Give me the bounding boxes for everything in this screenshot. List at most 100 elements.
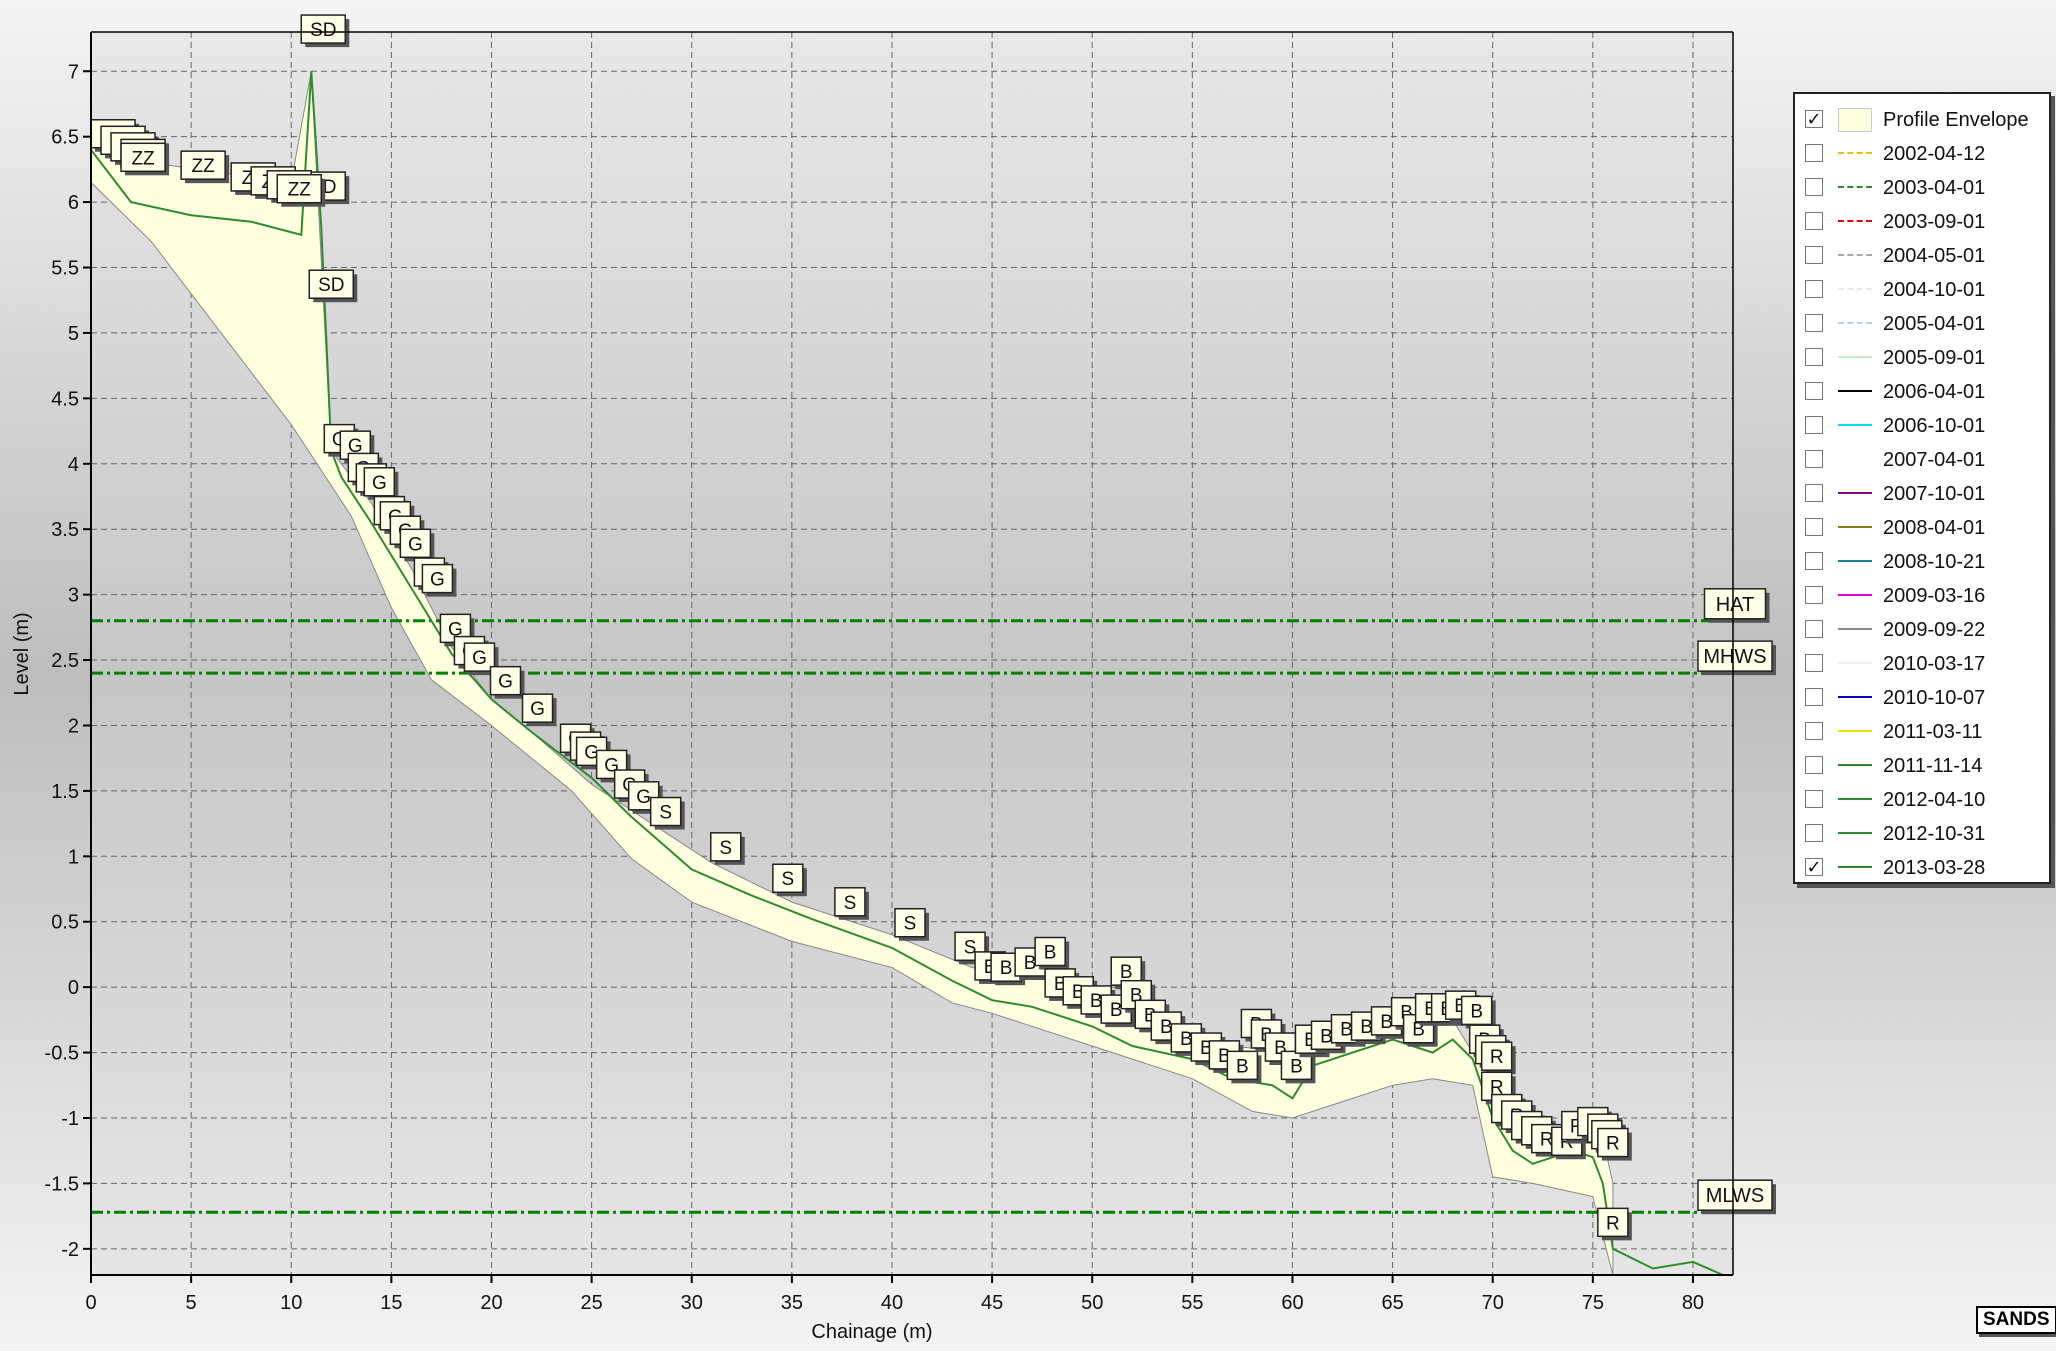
legend-checkbox[interactable] [1805,348,1823,366]
legend-checkbox[interactable] [1805,688,1823,706]
annotation-text: B [1236,1056,1249,1077]
legend-item[interactable]: 2009-03-16 [1795,578,2053,612]
legend-item[interactable]: 2007-04-01 [1795,442,2053,476]
legend-label: 2008-10-21 [1883,551,1986,573]
reference-label-text: HAT [1716,594,1755,616]
y-tick-label: -2 [61,1239,79,1261]
point-annotation: ZZ [180,150,230,184]
legend-checkbox[interactable] [1805,314,1823,332]
legend-item[interactable]: 2004-05-01 [1795,238,2053,272]
annotation-text: R [1490,1047,1504,1068]
legend-item[interactable]: 2010-03-17 [1795,646,2053,680]
legend-item[interactable]: ✓ 2013-03-28 [1795,850,2053,884]
annotation-box [363,467,396,497]
legend-checkbox[interactable] [1805,212,1823,230]
annotation-text: SD [310,20,336,41]
reference-label-mlws: MLWS [1697,1179,1776,1215]
x-tick-label: 65 [1381,1292,1403,1314]
y-tick-label: 4.5 [51,388,79,410]
x-tick-label: 35 [781,1292,803,1314]
legend-checkbox[interactable]: ✓ [1805,857,1823,878]
legend-swatch [1838,866,1872,868]
annotation-text: S [781,869,794,890]
legend-item[interactable]: 2010-10-07 [1795,680,2053,714]
reference-label-text: MHWS [1703,646,1766,668]
annotation-text: G [408,534,423,555]
legend-panel: ✓ Profile Envelope 2002-04-12 2003-04-01 200… [1793,92,2051,884]
annotation-text: B [1110,1000,1123,1021]
legend-checkbox[interactable] [1805,280,1823,298]
legend-checkbox[interactable] [1805,484,1823,502]
legend-item[interactable]: 2006-04-01 [1795,374,2053,408]
annotation-text: R [1490,1077,1504,1098]
point-annotation: R [1597,1207,1632,1241]
annotation-box [894,907,926,938]
legend-item[interactable]: 2007-10-01 [1795,476,2053,510]
legend-item[interactable]: 2011-03-11 [1795,714,2053,748]
point-annotation: ZZ [120,142,170,176]
legend-label: 2003-04-01 [1883,177,1986,199]
legend-checkbox[interactable] [1805,382,1823,400]
legend-item[interactable]: 2008-04-01 [1795,510,2053,544]
legend-checkbox[interactable] [1805,654,1823,672]
annotation-box [1460,995,1493,1026]
reference-label-box [1703,588,1767,620]
legend-swatch [1838,594,1872,596]
annotation-text: G [498,672,513,693]
legend-checkbox[interactable] [1805,586,1823,604]
legend-label: 2009-09-22 [1883,619,1986,641]
point-annotation: S [710,832,745,865]
legend-checkbox[interactable] [1805,450,1823,468]
legend-swatch [1838,152,1872,154]
legend-checkbox[interactable] [1805,824,1823,842]
legend-item[interactable]: 2009-09-22 [1795,612,2053,646]
legend-checkbox[interactable]: ✓ [1805,109,1823,130]
legend-checkbox[interactable] [1805,722,1823,740]
annotation-box [834,887,866,917]
legend-item[interactable]: ✓ Profile Envelope [1795,102,2053,136]
legend-checkbox[interactable] [1805,416,1823,434]
y-tick-label: 1.5 [51,781,79,803]
annotation-text: G [448,619,463,640]
legend-checkbox[interactable] [1805,790,1823,808]
point-annotation: R [1597,1127,1632,1161]
legend-item[interactable]: 2012-10-31 [1795,816,2053,850]
reference-label-box [1697,640,1773,672]
x-tick-label: 30 [681,1292,703,1314]
annotation-text: R [1540,1130,1554,1151]
point-annotation: G [399,528,435,562]
reference-label-text: MLWS [1706,1185,1765,1207]
legend-item[interactable]: 2006-10-01 [1795,408,2053,442]
legend-label: 2011-03-11 [1883,721,1983,743]
brand-logo: SANDS [1976,1306,2056,1334]
legend-item[interactable]: 2003-09-01 [1795,204,2053,238]
annotation-text: B [1180,1029,1193,1050]
legend-item[interactable]: 2005-09-01 [1795,340,2053,374]
legend-checkbox[interactable] [1805,178,1823,196]
legend-checkbox[interactable] [1805,756,1823,774]
x-tick-label: 45 [981,1292,1003,1314]
annotation-text: B [1090,991,1103,1012]
legend-checkbox[interactable] [1805,246,1823,264]
legend-checkbox[interactable] [1805,552,1823,570]
legend-item[interactable]: 2005-04-01 [1795,306,2053,340]
legend-checkbox[interactable] [1805,620,1823,638]
legend-item[interactable]: 2003-04-01 [1795,170,2053,204]
annotation-text: B [1024,953,1037,974]
annotation-text: R [1606,1213,1620,1234]
annotation-box [120,142,166,173]
x-tick-label: 60 [1281,1292,1303,1314]
y-tick-label: -1.5 [45,1173,79,1195]
y-tick-label: -1 [61,1108,79,1130]
legend-label: 2012-04-10 [1883,789,1986,811]
legend-swatch [1838,764,1872,766]
legend-item[interactable]: 2011-11-14 [1795,748,2053,782]
legend-label: 2007-10-01 [1883,483,1986,505]
point-annotation: S [649,796,685,830]
legend-item[interactable]: 2004-10-01 [1795,272,2053,306]
legend-item[interactable]: 2008-10-21 [1795,544,2053,578]
legend-checkbox[interactable] [1805,144,1823,162]
legend-item[interactable]: 2002-04-12 [1795,136,2053,170]
legend-checkbox[interactable] [1805,518,1823,536]
legend-item[interactable]: 2012-04-10 [1795,782,2053,816]
